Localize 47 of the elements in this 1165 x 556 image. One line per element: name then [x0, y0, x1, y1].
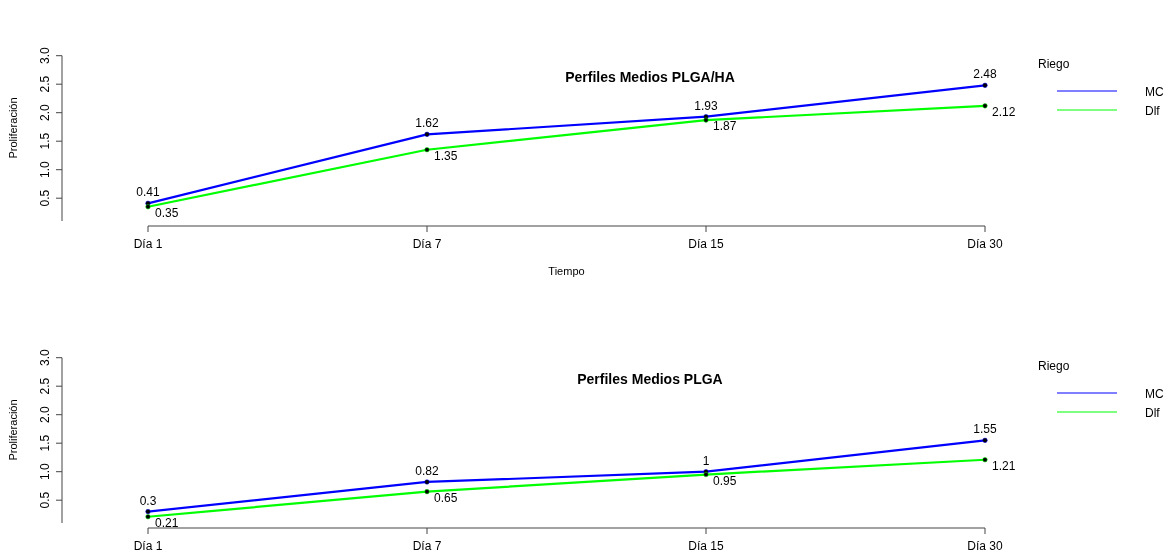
data-label: 2.12	[992, 104, 1016, 119]
x-tick-label: Día 7	[412, 539, 442, 553]
legend-title: Riego	[1038, 57, 1070, 71]
x-tick-label: Día 7	[412, 237, 442, 251]
data-label: 0.41	[136, 185, 160, 200]
data-label: 0.82	[415, 463, 439, 478]
y-tick-label: 2.5	[38, 75, 52, 93]
data-label: 1.87	[713, 119, 737, 134]
text: Perfiles Medios PLGA/HA	[565, 69, 735, 85]
data-label: 1	[702, 453, 710, 468]
legend-label: MC	[1145, 85, 1164, 99]
y-tick-label: 0.5	[38, 491, 52, 509]
x-tick-label: Día 30	[967, 539, 1003, 553]
data-label: 0.21	[155, 515, 179, 530]
y-tick-label: 3.0	[38, 47, 52, 65]
y-tick-label: 2.0	[38, 406, 52, 424]
legend-label: Dlf	[1145, 406, 1161, 420]
text: Perfiles Medios PLGA	[577, 371, 723, 387]
y-tick-label: 2.5	[38, 377, 52, 395]
legend-label: Dlf	[1145, 104, 1161, 118]
data-label: 0.65	[434, 490, 458, 505]
y-tick-label: 2.0	[38, 104, 52, 122]
y-tick-label: 1.0	[38, 161, 52, 179]
legend-title: Riego	[1038, 359, 1070, 373]
y-tick-label: 1.0	[38, 463, 52, 481]
x-axis-title: Tiempo	[548, 265, 585, 277]
data-label: 1.93	[694, 98, 718, 113]
data-label: 1.21	[992, 458, 1016, 473]
y-tick-label: 3.0	[38, 349, 52, 367]
data-label: 2.48	[973, 67, 997, 82]
data-label: 1.35	[434, 148, 458, 163]
x-tick-label: Día 1	[133, 539, 163, 553]
data-label: 0.3	[139, 493, 157, 508]
data-label: 0.35	[155, 205, 179, 220]
x-tick-label: Día 15	[688, 539, 724, 553]
legend-label: MC	[1145, 387, 1164, 401]
y-tick-label: 0.5	[38, 189, 52, 207]
x-tick-label: Día 1	[133, 237, 163, 251]
y-tick-label: 1.5	[38, 132, 52, 150]
y-tick-label: 1.5	[38, 434, 52, 452]
y-axis-title: Proliferación	[7, 399, 19, 461]
x-tick-label: Día 15	[688, 237, 724, 251]
y-axis-title: Proliferación	[7, 97, 19, 159]
x-tick-label: Día 30	[967, 237, 1003, 251]
data-label: 1.62	[415, 116, 439, 131]
data-label: 0.95	[713, 473, 737, 488]
data-label: 1.55	[973, 422, 997, 437]
